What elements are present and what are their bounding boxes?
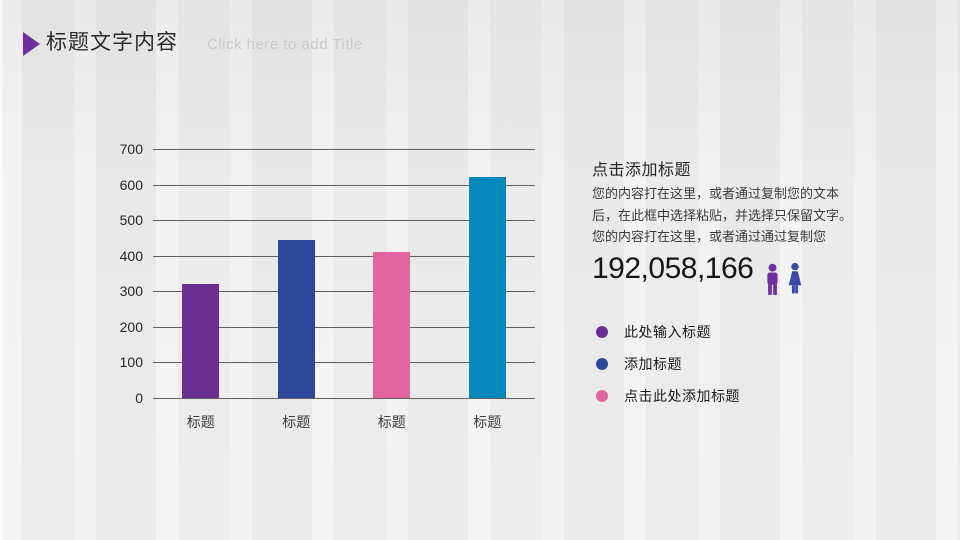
people-icons	[764, 260, 804, 301]
gridline	[153, 398, 535, 399]
bar-2	[277, 239, 315, 398]
x-category-label: 标题	[377, 414, 406, 430]
gridline	[153, 326, 535, 328]
bar-chart: 700 600 500 400 300 200 100 0 标题 标题 标题 标题	[113, 141, 545, 449]
bar-1	[182, 284, 220, 398]
gridline	[153, 149, 535, 150]
gridline	[153, 362, 535, 364]
gridline	[153, 255, 535, 257]
x-axis-labels: 标题 标题 标题 标题	[153, 412, 535, 432]
bullet-item-3[interactable]: 点击此处添加标题	[596, 385, 740, 407]
statistic-number: 192,058,166	[592, 252, 754, 285]
bullet-item-1[interactable]: 此处输入标题	[596, 321, 740, 343]
bullet-list: 此处输入标题 添加标题 点击此处添加标题	[596, 321, 740, 417]
slide-header: 标题文字内容 Click here to add Title	[23, 30, 363, 56]
y-tick-label: 100	[119, 354, 143, 371]
y-axis-labels: 700 600 500 400 300 200 100 0	[113, 141, 143, 406]
female-person-icon	[789, 262, 802, 294]
ring-bullet-icon	[596, 326, 608, 338]
gridline	[153, 220, 535, 222]
y-tick-label: 600	[119, 176, 143, 193]
statistic-row: 192,058,166	[592, 251, 804, 301]
x-category-label: 标题	[186, 414, 215, 430]
ring-bullet-icon	[596, 390, 608, 402]
y-tick-label: 400	[119, 247, 143, 264]
title-placeholder-hint[interactable]: Click here to add Title	[207, 36, 363, 53]
x-category-label: 标题	[473, 414, 502, 430]
y-tick-label: 0	[135, 390, 143, 406]
bullet-label: 此处输入标题	[624, 324, 711, 340]
bullet-label: 添加标题	[624, 356, 682, 372]
bar-4	[468, 177, 506, 398]
y-tick-label: 500	[119, 212, 143, 229]
y-tick-label: 300	[119, 283, 143, 300]
y-tick-label: 200	[119, 318, 143, 335]
gridline	[153, 184, 535, 186]
y-tick-label: 700	[119, 141, 143, 157]
ring-bullet-icon	[596, 358, 608, 370]
content-body-text[interactable]: 您的内容打在这里，或者通过复制您的文本 后，在此框中选择粘贴，并选择只保留文字。…	[592, 186, 853, 244]
bar-3	[373, 252, 411, 398]
bullet-item-2[interactable]: 添加标题	[596, 353, 740, 375]
x-category-label: 标题	[282, 414, 311, 430]
male-person-icon	[767, 263, 778, 295]
page-title[interactable]: 标题文字内容	[46, 31, 178, 54]
accent-triangle-icon	[23, 32, 40, 56]
chart-plot	[153, 149, 535, 399]
content-heading[interactable]: 点击添加标题	[592, 162, 692, 179]
gridline	[153, 291, 535, 293]
bullet-label: 点击此处添加标题	[624, 388, 740, 404]
